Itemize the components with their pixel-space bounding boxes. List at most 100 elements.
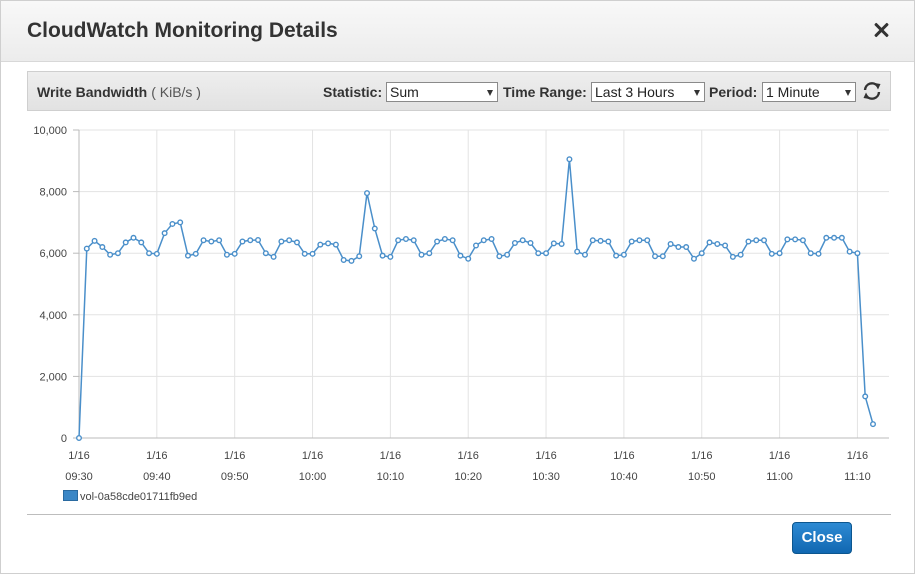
period-value: 1 Minute — [766, 84, 820, 100]
data-point — [356, 253, 363, 260]
data-point — [823, 234, 830, 241]
data-point — [286, 237, 293, 244]
write-bandwidth-chart: 10,0008,0006,0004,0002,00001/1609:301/16… — [33, 125, 889, 483]
data-point — [753, 237, 760, 244]
data-point — [613, 252, 620, 259]
data-point — [581, 251, 588, 258]
data-point — [870, 421, 877, 428]
data-point — [247, 237, 254, 244]
data-point — [231, 250, 238, 257]
data-point — [667, 240, 674, 247]
data-point — [153, 250, 160, 257]
data-point — [379, 252, 386, 259]
data-point — [387, 253, 394, 260]
x-tick-time: 10:20 — [454, 471, 482, 483]
legend-swatch — [63, 490, 78, 501]
data-point — [776, 250, 783, 257]
data-point — [216, 237, 223, 244]
modal-header: CloudWatch Monitoring Details — [1, 1, 914, 62]
data-point — [527, 240, 534, 247]
data-point — [761, 237, 768, 244]
metric-name: Write Bandwidth — [37, 84, 148, 100]
data-point — [690, 255, 697, 262]
data-point — [784, 236, 791, 243]
x-tick-date: 1/16 — [535, 450, 556, 462]
data-point — [169, 220, 176, 227]
x-tick-time: 11:10 — [844, 471, 871, 483]
data-point — [550, 240, 557, 247]
data-point — [659, 253, 666, 260]
data-point — [317, 241, 324, 248]
data-point — [192, 250, 199, 257]
data-point — [597, 237, 604, 244]
data-point — [675, 244, 682, 251]
y-tick-label: 10,000 — [33, 125, 67, 137]
data-point — [644, 237, 651, 244]
data-point — [636, 237, 643, 244]
modal-title: CloudWatch Monitoring Details — [27, 19, 338, 42]
data-point — [714, 240, 721, 247]
data-point — [278, 238, 285, 245]
data-point — [410, 237, 417, 244]
data-point — [496, 253, 503, 260]
data-point — [332, 241, 339, 248]
data-point — [293, 239, 300, 246]
data-point — [364, 190, 371, 197]
y-tick-label: 0 — [61, 433, 67, 445]
data-point — [122, 239, 129, 246]
x-tick-time: 09:50 — [221, 471, 249, 483]
statistic-label: Statistic: — [323, 84, 383, 100]
statistic-value: Sum — [390, 84, 419, 100]
chevron-down-icon — [487, 90, 493, 96]
data-point — [402, 236, 409, 243]
metric-toolbar: Write Bandwidth( KiB/s ) Statistic: Sum … — [27, 71, 891, 111]
x-tick-time: 10:50 — [688, 471, 716, 483]
x-tick-time: 11:00 — [766, 471, 793, 483]
data-point — [449, 237, 456, 244]
data-point — [418, 251, 425, 258]
data-point — [130, 234, 137, 241]
data-point — [737, 251, 744, 258]
x-tick-date: 1/16 — [691, 450, 712, 462]
data-point — [838, 234, 845, 241]
x-tick-date: 1/16 — [380, 450, 401, 462]
data-point — [200, 237, 207, 244]
data-point — [652, 253, 659, 260]
data-point — [792, 236, 799, 243]
data-point — [270, 253, 277, 260]
refresh-icon[interactable] — [861, 80, 883, 102]
data-point — [83, 245, 90, 252]
statistic-select[interactable]: Sum — [386, 82, 498, 102]
time-range-select[interactable]: Last 3 Hours — [591, 82, 705, 102]
data-point — [745, 238, 752, 245]
period-select[interactable]: 1 Minute — [762, 82, 856, 102]
close-button[interactable]: Close — [792, 522, 852, 554]
close-icon[interactable] — [870, 19, 892, 41]
data-point — [76, 435, 83, 442]
data-point — [161, 230, 168, 237]
data-point — [223, 251, 230, 258]
data-point — [698, 250, 705, 257]
data-point — [862, 393, 869, 400]
data-point — [620, 251, 627, 258]
chevron-down-icon — [694, 90, 700, 96]
data-point — [504, 251, 511, 258]
data-point — [519, 237, 526, 244]
data-point — [543, 250, 550, 257]
data-point — [706, 239, 713, 246]
data-point — [729, 253, 736, 260]
data-point — [184, 252, 191, 259]
data-point — [457, 252, 464, 259]
data-point — [371, 225, 378, 232]
data-point — [255, 236, 262, 243]
data-point — [91, 237, 98, 244]
x-tick-time: 10:10 — [377, 471, 405, 483]
plot-background — [79, 130, 889, 438]
y-tick-label: 6,000 — [39, 248, 67, 260]
x-tick-time: 10:40 — [610, 471, 638, 483]
data-point — [441, 236, 448, 243]
data-point — [301, 250, 308, 257]
data-point — [566, 156, 573, 163]
x-tick-date: 1/16 — [769, 450, 790, 462]
chart-area: 10,000 8,000 6,000 4,000 2,000 0 1/16 09:30 1/16… — [27, 119, 891, 515]
